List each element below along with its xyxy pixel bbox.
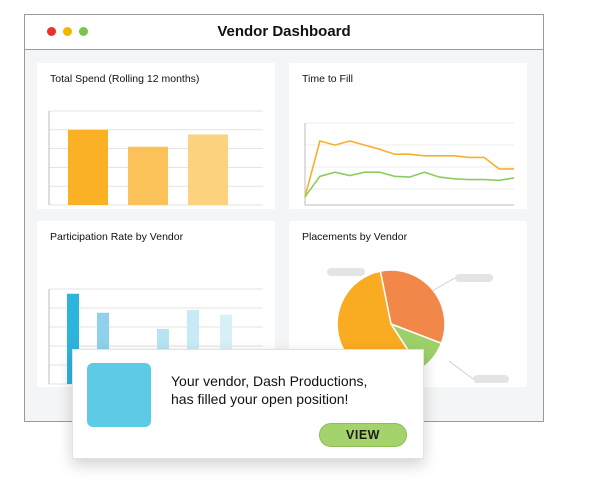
time-to-fill-chart — [304, 122, 515, 206]
bar — [68, 129, 108, 205]
label-placeholder — [327, 268, 365, 276]
vendor-notification-card[interactable]: Your vendor, Dash Productions, has fille… — [72, 349, 424, 459]
time-to-fill-panel[interactable]: Time to Fill — [289, 63, 527, 209]
window-title: Vendor Dashboard — [217, 23, 351, 40]
total-spend-chart — [48, 110, 263, 206]
panel-title: Time to Fill — [302, 73, 353, 85]
notification-message: Your vendor, Dash Productions, has fille… — [171, 373, 368, 407]
leader-line — [431, 277, 456, 292]
total-spend-panel[interactable]: Total Spend (Rolling 12 months) — [37, 63, 275, 209]
close-window-button[interactable] — [47, 27, 56, 36]
panel-title: Total Spend (Rolling 12 months) — [50, 73, 200, 85]
dashboard-window: Vendor Dashboard Total Spend (Rolling 12… — [24, 14, 544, 422]
minimize-window-button[interactable] — [63, 27, 72, 36]
view-button[interactable]: VIEW — [319, 423, 407, 447]
maximize-window-button[interactable] — [79, 27, 88, 36]
title-bar: Vendor Dashboard — [25, 15, 543, 50]
label-placeholder — [473, 375, 509, 383]
bar — [128, 146, 168, 205]
pie-slice — [379, 269, 446, 345]
label-placeholder — [455, 274, 493, 282]
panel-title: Participation Rate by Vendor — [50, 231, 184, 243]
panel-title: Placements by Vendor — [302, 231, 408, 243]
series-line — [304, 140, 514, 198]
bar — [188, 134, 228, 205]
leader-line — [448, 360, 474, 380]
series-line — [304, 171, 515, 198]
vendor-avatar-icon — [87, 363, 151, 427]
